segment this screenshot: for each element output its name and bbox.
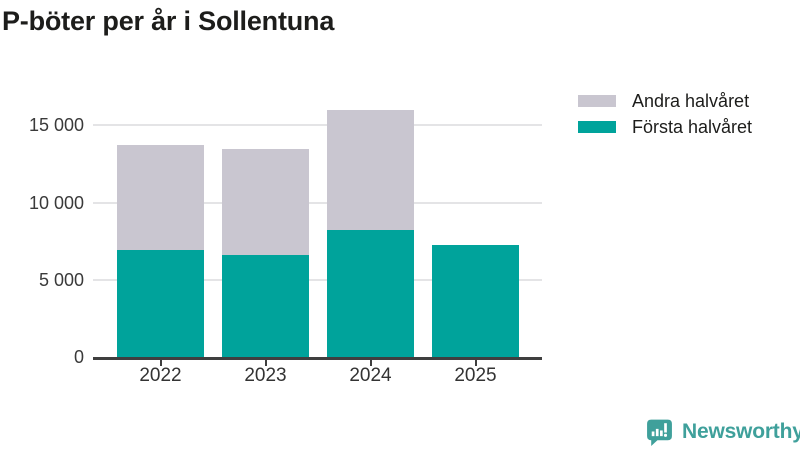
bar-2023-first-half	[222, 255, 309, 357]
bar-2025-first-half	[432, 245, 519, 357]
y-tick-label-0: 0	[73, 347, 84, 367]
brand-name: Newsworthy	[682, 420, 800, 443]
legend-item-andra-halvaret: Andra halvåret	[578, 88, 752, 114]
newsworthy-speech-bubble-bar-chart-icon	[647, 419, 672, 446]
bar-2022-second-half	[117, 145, 204, 250]
gridline-10000	[93, 201, 542, 204]
x-tick-2024	[369, 360, 372, 366]
x-tick-label-2025: 2025	[454, 365, 497, 386]
x-tick-label-2022: 2022	[139, 365, 182, 386]
x-tick-label-2023: 2023	[244, 365, 287, 386]
x-tick-2023	[264, 360, 267, 366]
y-tick-label-15000: 15 000	[28, 115, 84, 136]
legend-swatch	[578, 121, 616, 133]
gridline-15000	[93, 124, 542, 127]
bar-2024-first-half	[327, 229, 414, 357]
plot-area	[93, 109, 542, 357]
y-tick-label-5000: 5 000	[38, 269, 84, 290]
chart-legend: Andra halvåret Första halvåret	[578, 88, 752, 140]
legend-swatch	[578, 95, 616, 107]
legend-item-forsta-halvaret: Första halvåret	[578, 114, 752, 140]
x-tick-2025	[474, 360, 477, 366]
bar-2023-second-half	[222, 149, 309, 256]
chart-title: P-böter per år i Sollentuna	[2, 6, 335, 36]
gridline-5000	[93, 278, 542, 281]
bar-2024-second-half	[327, 109, 414, 230]
newsworthy-logo[interactable]: Newsworthy	[645, 417, 800, 447]
y-tick-label-10000: 10 000	[28, 192, 84, 213]
x-tick-2022	[159, 360, 162, 366]
x-axis-line	[93, 357, 542, 360]
legend-label: Första halvåret	[632, 116, 753, 137]
x-tick-label-2024: 2024	[349, 365, 392, 386]
bar-2022-first-half	[117, 249, 204, 357]
legend-label: Andra halvåret	[632, 90, 750, 111]
